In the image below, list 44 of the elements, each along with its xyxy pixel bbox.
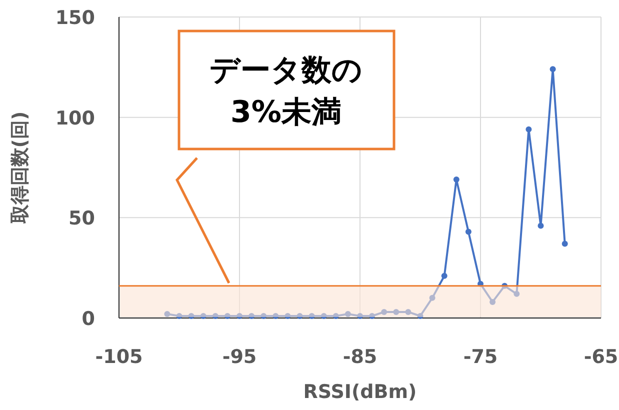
point bbox=[357, 312, 363, 319]
point bbox=[272, 312, 279, 319]
y-tick-label: 0 bbox=[82, 308, 95, 330]
point bbox=[526, 126, 532, 132]
y-tick-label: 50 bbox=[68, 208, 95, 230]
point bbox=[465, 228, 472, 235]
point bbox=[260, 312, 267, 319]
point bbox=[514, 290, 520, 297]
point bbox=[405, 308, 412, 315]
y-axis-title: 取得回数(回) bbox=[9, 111, 31, 225]
point bbox=[381, 308, 388, 315]
y-tick-label: 100 bbox=[55, 107, 95, 130]
point bbox=[417, 312, 424, 319]
point bbox=[200, 312, 206, 319]
point bbox=[308, 312, 315, 319]
x-tick-label: -95 bbox=[222, 346, 257, 368]
point bbox=[441, 272, 448, 279]
point bbox=[320, 312, 327, 319]
point bbox=[176, 312, 182, 319]
point bbox=[332, 312, 339, 319]
point bbox=[393, 308, 400, 315]
point bbox=[236, 312, 242, 319]
point bbox=[429, 294, 436, 301]
point bbox=[224, 312, 230, 319]
point bbox=[562, 240, 568, 247]
point bbox=[453, 176, 460, 183]
point bbox=[550, 66, 556, 72]
x-tick-label: -65 bbox=[584, 346, 618, 368]
y-tick-label: 150 bbox=[55, 7, 95, 29]
point bbox=[188, 312, 194, 319]
point bbox=[164, 310, 170, 317]
point bbox=[369, 312, 376, 319]
point bbox=[538, 222, 544, 229]
point bbox=[248, 312, 255, 319]
x-tick-label: -75 bbox=[463, 346, 498, 368]
x-axis-title: RSSI(dBm) bbox=[303, 381, 417, 403]
point bbox=[212, 312, 218, 319]
x-tick-label: -85 bbox=[342, 346, 378, 368]
point bbox=[284, 312, 291, 319]
x-tick-label: -105 bbox=[95, 346, 143, 368]
point bbox=[296, 312, 303, 319]
point bbox=[490, 298, 496, 305]
point bbox=[344, 310, 351, 317]
annotation: データ数の 3%未満 bbox=[210, 53, 362, 130]
